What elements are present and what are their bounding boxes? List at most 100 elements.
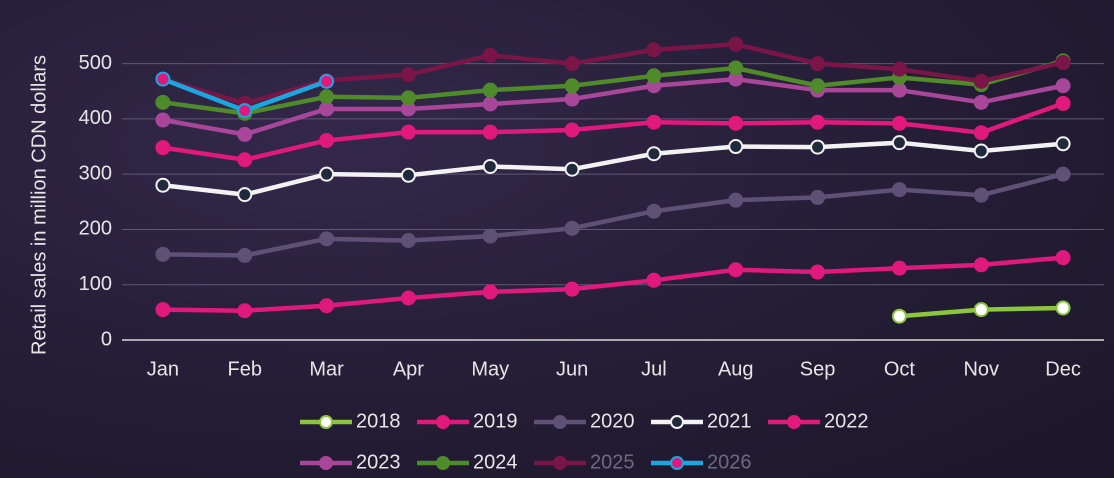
data-point bbox=[402, 291, 415, 304]
data-point bbox=[811, 141, 824, 154]
x-tick-label: May bbox=[471, 358, 509, 380]
data-point bbox=[156, 114, 169, 127]
data-point bbox=[156, 179, 169, 192]
legend-marker bbox=[788, 416, 800, 428]
legend-marker bbox=[320, 416, 332, 428]
data-point bbox=[1057, 251, 1070, 264]
data-point bbox=[566, 57, 579, 70]
data-point bbox=[811, 266, 824, 279]
legend-label: 2024 bbox=[473, 451, 518, 473]
x-tick-label: Apr bbox=[393, 358, 424, 380]
data-point bbox=[320, 102, 333, 115]
data-point bbox=[975, 126, 988, 139]
data-point bbox=[729, 62, 742, 75]
x-tick-label: Oct bbox=[884, 358, 916, 380]
legend-label: 2026 bbox=[707, 451, 752, 473]
data-point bbox=[238, 128, 251, 141]
y-axis-label: Retail sales in million CDN dollars bbox=[28, 55, 50, 355]
data-point bbox=[566, 79, 579, 92]
legend-marker bbox=[554, 416, 566, 428]
data-point bbox=[1057, 168, 1070, 181]
data-point bbox=[811, 79, 824, 92]
data-point bbox=[402, 68, 415, 81]
data-point bbox=[893, 183, 906, 196]
legend-label: 2021 bbox=[707, 410, 752, 432]
data-point bbox=[893, 117, 906, 130]
data-point bbox=[566, 283, 579, 296]
series-line bbox=[163, 103, 1063, 159]
data-point bbox=[647, 116, 660, 129]
data-point bbox=[647, 69, 660, 82]
data-point bbox=[729, 38, 742, 51]
data-point bbox=[238, 153, 251, 166]
data-point bbox=[1057, 137, 1070, 150]
legend-marker bbox=[671, 416, 683, 428]
data-point bbox=[893, 63, 906, 76]
data-point bbox=[893, 84, 906, 97]
data-point bbox=[238, 104, 251, 117]
y-tick-label: 300 bbox=[79, 162, 112, 184]
x-tick-label: Aug bbox=[718, 358, 754, 380]
data-point bbox=[484, 285, 497, 298]
data-point bbox=[975, 258, 988, 271]
data-point bbox=[566, 163, 579, 176]
data-point bbox=[320, 168, 333, 181]
data-point bbox=[811, 116, 824, 129]
legend-label: 2022 bbox=[824, 410, 869, 432]
data-point bbox=[893, 136, 906, 149]
x-tick-label: Sep bbox=[800, 358, 836, 380]
y-tick-label: 200 bbox=[79, 218, 112, 240]
data-point bbox=[975, 303, 988, 316]
data-point bbox=[566, 123, 579, 136]
data-point bbox=[1057, 301, 1070, 314]
data-point bbox=[729, 117, 742, 130]
data-point bbox=[893, 310, 906, 323]
data-point bbox=[156, 303, 169, 316]
series-line bbox=[163, 143, 1063, 195]
legend-label: 2018 bbox=[356, 410, 401, 432]
data-point bbox=[729, 194, 742, 207]
y-tick-label: 400 bbox=[79, 107, 112, 129]
data-point bbox=[647, 43, 660, 56]
y-tick-label: 100 bbox=[79, 273, 112, 295]
data-point bbox=[647, 205, 660, 218]
legend-marker bbox=[320, 457, 332, 469]
data-point bbox=[975, 189, 988, 202]
y-tick-label: 500 bbox=[79, 52, 112, 74]
data-point bbox=[1057, 56, 1070, 69]
data-point bbox=[238, 304, 251, 317]
legend-marker bbox=[437, 457, 449, 469]
data-point bbox=[566, 222, 579, 235]
data-point bbox=[156, 73, 169, 86]
data-point bbox=[238, 249, 251, 262]
data-point bbox=[647, 274, 660, 287]
data-point bbox=[975, 75, 988, 88]
data-point bbox=[893, 262, 906, 275]
data-point bbox=[484, 97, 497, 110]
data-point bbox=[320, 134, 333, 147]
x-tick-label: Mar bbox=[309, 358, 344, 380]
data-point bbox=[156, 96, 169, 109]
data-point bbox=[402, 126, 415, 139]
legend-marker bbox=[671, 457, 683, 469]
data-point bbox=[484, 84, 497, 97]
data-point bbox=[1057, 97, 1070, 110]
data-point bbox=[484, 126, 497, 139]
x-tick-label: Jul bbox=[641, 358, 667, 380]
data-point bbox=[1057, 79, 1070, 92]
data-point bbox=[320, 232, 333, 245]
series-line bbox=[163, 174, 1063, 255]
chart: Retail sales in million CDN dollars 0 100… bbox=[0, 0, 1114, 478]
data-point bbox=[402, 91, 415, 104]
data-point bbox=[238, 188, 251, 201]
x-tick-label: Dec bbox=[1045, 358, 1081, 380]
legend-label: 2019 bbox=[473, 410, 518, 432]
y-tick-label: 0 bbox=[101, 328, 112, 350]
legend-label: 2025 bbox=[590, 451, 635, 473]
data-point bbox=[320, 75, 333, 88]
series-line bbox=[163, 258, 1063, 311]
legend-marker bbox=[437, 416, 449, 428]
x-tick-label: Nov bbox=[963, 358, 999, 380]
x-tick-label: Jun bbox=[556, 358, 588, 380]
data-point bbox=[484, 230, 497, 243]
